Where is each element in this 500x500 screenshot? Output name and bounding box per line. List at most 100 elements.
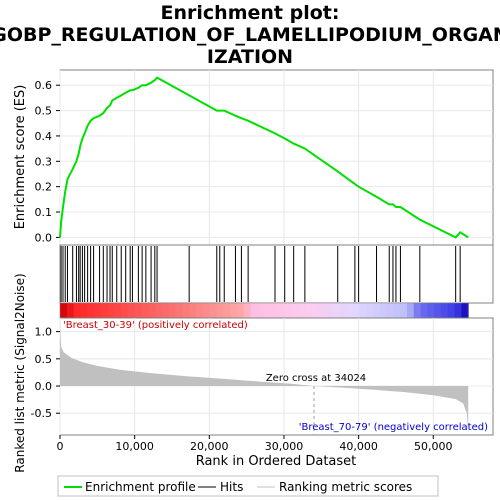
gradient-segment bbox=[182, 303, 190, 318]
gradient-segment bbox=[175, 303, 184, 318]
gradient-segment bbox=[386, 303, 394, 318]
gradient-segment bbox=[372, 303, 381, 318]
gradient-segment bbox=[128, 303, 136, 318]
gradient-segment bbox=[264, 303, 272, 318]
gradient-segment bbox=[406, 303, 415, 318]
gradient-segment bbox=[345, 303, 354, 318]
gradient-segment bbox=[121, 303, 129, 318]
x-axis-label: Rank in Ordered Dataset bbox=[196, 454, 357, 469]
gradient-segment bbox=[196, 303, 204, 318]
gradient-segment bbox=[461, 303, 469, 318]
x-tick-label: 10,000 bbox=[115, 440, 154, 453]
gradient-segment bbox=[155, 303, 163, 318]
metric-y-tick-label: 0.5 bbox=[35, 353, 53, 366]
gradient-segment bbox=[216, 303, 224, 318]
gradient-segment bbox=[318, 303, 326, 318]
gradient-segment bbox=[230, 303, 238, 318]
ranking-gradient-bar bbox=[59, 302, 469, 319]
gradient-segment bbox=[359, 303, 367, 318]
metric-y-tick-label: 1.0 bbox=[35, 326, 53, 339]
gradient-segment bbox=[148, 303, 156, 318]
gradient-segment bbox=[73, 303, 82, 318]
gradient-segment bbox=[277, 303, 286, 318]
es-y-tick-label: 0.0 bbox=[35, 231, 53, 244]
legend-hits-label: Hits bbox=[220, 480, 243, 494]
gradient-segment bbox=[270, 303, 279, 318]
metric-grid bbox=[59, 318, 493, 435]
metric-panel: -0.5 0.0 0.5 1.0 bbox=[31, 317, 494, 436]
gradient-segment bbox=[311, 303, 320, 318]
es-panel-frame bbox=[59, 69, 494, 246]
es-y-tick-label: 0.2 bbox=[35, 181, 53, 194]
gradient-segment bbox=[352, 303, 360, 318]
gradient-segment bbox=[168, 303, 177, 318]
gradient-segment bbox=[379, 303, 388, 318]
gradient-segment bbox=[304, 303, 313, 318]
es-y-tick-label: 0.5 bbox=[35, 105, 53, 118]
es-y-axis-label: Enrichment score (ES) bbox=[13, 85, 28, 230]
hit-lines bbox=[60, 246, 461, 302]
gradient-segment bbox=[236, 303, 245, 318]
hits-panel bbox=[59, 244, 494, 304]
gradient-segment bbox=[114, 303, 122, 318]
gradient-segment bbox=[209, 303, 218, 318]
gradient-segment bbox=[60, 303, 68, 318]
gradient-segment bbox=[107, 303, 116, 318]
metric-y-ticks: -0.5 0.0 0.5 1.0 bbox=[31, 326, 60, 420]
enrichment-profile-line bbox=[59, 76, 469, 239]
legend-frame bbox=[57, 475, 439, 497]
negative-correlation-label: 'Breast_70-79' (negatively correlated) bbox=[299, 422, 488, 433]
legend-profile-label: Enrichment profile bbox=[85, 480, 196, 494]
gradient-segment bbox=[393, 303, 401, 318]
zero-cross-label: Zero cross at 34024 bbox=[266, 373, 366, 384]
gradient-segment bbox=[87, 303, 95, 318]
gradient-segment bbox=[189, 303, 197, 318]
es-y-ticks: 0.0 0.1 0.2 0.3 0.4 0.5 0.6 bbox=[35, 79, 60, 244]
hits-panel-frame bbox=[59, 244, 494, 304]
gradient-segment bbox=[298, 303, 306, 318]
es-y-tick-label: 0.1 bbox=[35, 206, 53, 219]
x-tick-label: 50,000 bbox=[414, 440, 453, 453]
gradient-segment bbox=[243, 303, 252, 318]
es-panel: 0.0 0.1 0.2 0.3 0.4 0.5 0.6 bbox=[35, 69, 494, 246]
gradient-segment bbox=[162, 303, 170, 318]
gradient-segment bbox=[94, 303, 102, 318]
gradient-segment bbox=[332, 303, 340, 318]
ranking-metric-area bbox=[60, 320, 469, 434]
metric-y-axis-label: Ranked list metric (Signal2Noise) bbox=[13, 273, 27, 472]
gradient-segment bbox=[434, 303, 442, 318]
es-y-tick-label: 0.3 bbox=[35, 155, 53, 168]
gradient-segment bbox=[141, 303, 150, 318]
x-tick-label: 0 bbox=[57, 440, 64, 453]
x-ticks: 0 10,000 20,000 30,000 40,000 50,000 bbox=[57, 435, 453, 453]
title-line-1: Enrichment plot: bbox=[161, 2, 340, 24]
gradient-segment bbox=[257, 303, 265, 318]
gradient-segment bbox=[413, 303, 422, 318]
legend-metric-label: Ranking metric scores bbox=[279, 480, 412, 494]
x-tick-label: 30,000 bbox=[265, 440, 304, 453]
es-y-tick-label: 0.6 bbox=[35, 79, 53, 92]
metric-y-tick-label: -0.5 bbox=[31, 407, 52, 420]
gradient-segment bbox=[338, 303, 347, 318]
gradient-segment bbox=[440, 303, 449, 318]
gradient-segment bbox=[80, 303, 88, 318]
gradient-segment bbox=[420, 303, 428, 318]
gradient-segment bbox=[100, 303, 109, 318]
x-tick-label: 20,000 bbox=[190, 440, 229, 453]
gradient-segment bbox=[134, 303, 143, 318]
es-y-tick-label: 0.4 bbox=[35, 130, 53, 143]
legend: Enrichment profile Hits Ranking metric s… bbox=[57, 475, 439, 497]
positive-correlation-label: 'Breast_30-39' (positively correlated) bbox=[63, 320, 248, 331]
title-line-2: GOBP_REGULATION_OF_LAMELLIPODIUM_ORGAN bbox=[0, 24, 500, 46]
gradient-segment bbox=[400, 303, 408, 318]
x-tick-label: 40,000 bbox=[339, 440, 378, 453]
gradient-segment bbox=[284, 303, 292, 318]
gradient-segment bbox=[66, 303, 75, 318]
gradient-segment bbox=[202, 303, 211, 318]
gradient-segment bbox=[291, 303, 299, 318]
gradient-segment bbox=[454, 303, 462, 318]
gradient-segment bbox=[447, 303, 456, 318]
gradient-segment bbox=[223, 303, 231, 318]
gradient-segment bbox=[250, 303, 258, 318]
